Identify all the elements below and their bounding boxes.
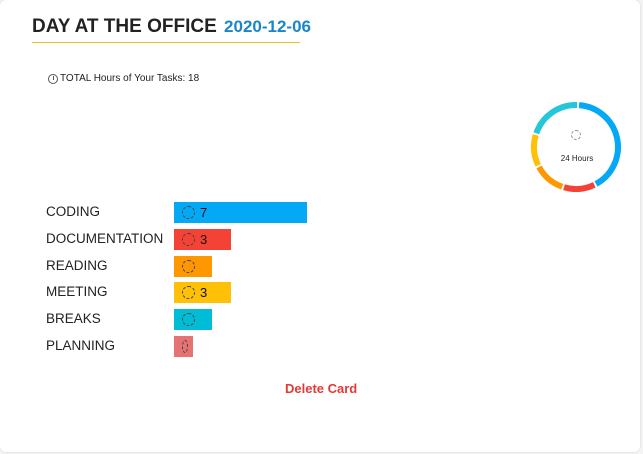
hours-donut-chart (531, 102, 621, 192)
task-name: READING (46, 257, 108, 273)
task-hours-bar: 3 (174, 282, 231, 304)
task-hours-bar (174, 255, 212, 277)
timer-icon (182, 313, 195, 327)
card-title-text: DAY AT THE OFFICE (32, 16, 217, 37)
timer-icon (182, 206, 195, 219)
donut-label: 24 Hours (560, 154, 594, 163)
title-underline (32, 42, 300, 43)
card-title: DAY AT THE OFFICE 2020-12-06 (32, 16, 311, 38)
donut-segment (531, 134, 541, 167)
task-row: CODING 7 (46, 202, 446, 224)
card-date: 2020-12-06 (224, 17, 311, 36)
task-hours-bar (174, 336, 193, 357)
donut-segment (536, 165, 564, 190)
task-name: CODING (46, 204, 100, 219)
task-row: BREAKS (46, 309, 446, 331)
task-row: READING (46, 255, 446, 278)
task-name: PLANNING (46, 338, 116, 353)
task-hours-value: 3 (200, 285, 208, 301)
timer-icon (182, 232, 195, 246)
timer-icon (182, 259, 195, 273)
task-name: DOCUMENTATION (46, 230, 164, 246)
task-row: MEETING 3 (46, 282, 446, 304)
donut-segment (563, 182, 596, 192)
task-hours-value: 3 (200, 231, 208, 247)
task-hours-bar (174, 309, 212, 331)
timer-icon (182, 286, 195, 300)
donut-segment (533, 102, 578, 135)
task-hours-value: 7 (200, 205, 208, 220)
task-hours-bar: 7 (174, 202, 307, 223)
total-hours-text: TOTAL Hours of Your Tasks: 18 (60, 73, 200, 84)
task-hours-bar: 3 (174, 228, 231, 250)
task-name: MEETING (46, 284, 108, 300)
donut-segment (578, 102, 621, 187)
timer-icon (571, 130, 581, 140)
timer-icon (182, 340, 188, 353)
task-name: BREAKS (46, 311, 101, 327)
clock-icon (48, 73, 58, 84)
task-row: PLANNING (46, 336, 446, 358)
delete-card-button[interactable]: Delete Card (285, 381, 358, 396)
total-hours: TOTAL Hours of Your Tasks: 18 (48, 73, 199, 84)
task-row: DOCUMENTATION 3 (46, 228, 446, 251)
